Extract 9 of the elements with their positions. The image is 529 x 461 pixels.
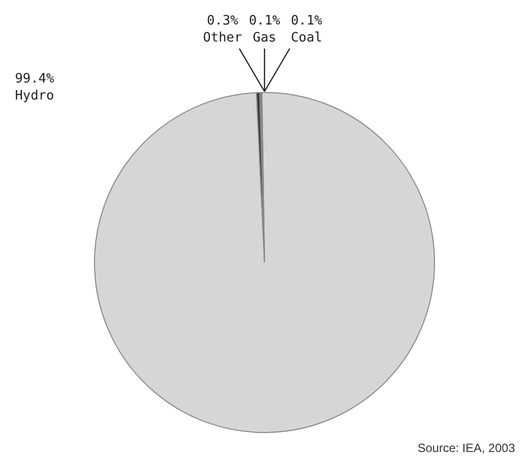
slice-label: Other xyxy=(202,30,242,46)
data-label: 0.1% xyxy=(290,14,322,28)
data-label: 0.1% xyxy=(248,14,280,28)
data-label: 99.4% xyxy=(14,72,54,86)
slice-label: Hydro xyxy=(14,88,54,104)
source-note: Source: IEA, 2003 xyxy=(418,441,515,455)
data-label: 0.3% xyxy=(206,14,238,28)
slice-label: Gas xyxy=(252,30,276,46)
slice-label: Coal xyxy=(290,30,322,46)
